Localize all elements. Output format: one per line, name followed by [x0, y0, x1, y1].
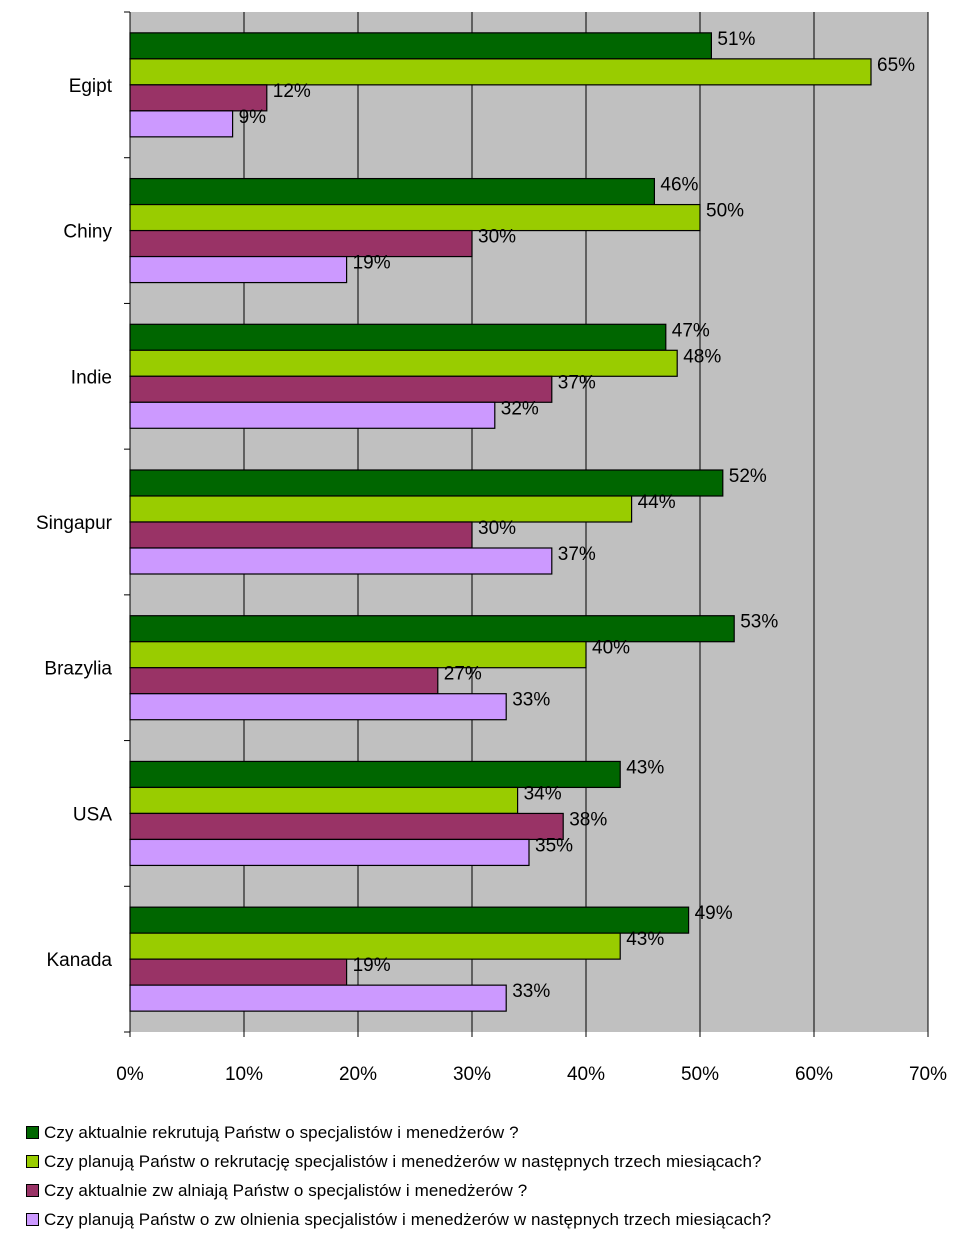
data-label: 30%: [478, 518, 516, 539]
data-label: 51%: [717, 29, 755, 50]
bar: [129, 667, 439, 695]
bar: [129, 255, 348, 284]
bar: [129, 521, 473, 549]
data-label: 38%: [569, 809, 607, 830]
bar: [129, 401, 496, 429]
category-label: Kanada: [46, 950, 112, 971]
legend-item: Czy planują Państw o rekrutację specjali…: [26, 1147, 771, 1176]
data-label: 9%: [239, 107, 267, 128]
data-label: 33%: [512, 690, 550, 711]
legend-swatch: [26, 1213, 39, 1226]
category-label: Chiny: [63, 222, 112, 243]
data-label: 27%: [444, 664, 482, 685]
legend-item: Czy aktualnie rekrutują Państw o specjal…: [26, 1118, 771, 1147]
bar-chart: 0% 10% 20% 30% 40% 50% 60% 70% Egipt Chiny Indie Si…: [36, 11, 947, 1085]
x-tick-label: 40%: [567, 1064, 605, 1085]
x-tick-label: 20%: [339, 1064, 377, 1085]
x-tick-label: 0%: [116, 1064, 144, 1085]
data-label: 33%: [512, 981, 550, 1002]
bar: [129, 349, 678, 377]
chart-legend: Czy aktualnie rekrutują Państw o specjal…: [26, 1118, 771, 1234]
data-label: 52%: [729, 466, 767, 487]
data-label: 65%: [877, 55, 915, 76]
legend-item: Czy planują Państw o zw olnienia specjal…: [26, 1205, 771, 1234]
category-label: Egipt: [69, 76, 113, 97]
bar: [129, 323, 667, 351]
category-label: USA: [73, 804, 112, 825]
bar: [129, 375, 553, 403]
legend-swatch: [26, 1155, 39, 1168]
bar: [129, 177, 656, 206]
bar: [129, 495, 633, 523]
bar: [129, 203, 701, 232]
bar: [129, 786, 519, 815]
bar: [129, 469, 724, 497]
data-label: 37%: [558, 544, 596, 565]
category-label: Singapur: [36, 513, 113, 534]
legend-label: Czy aktualnie zw alniają Państw o specja…: [44, 1180, 528, 1200]
data-label: 32%: [501, 398, 539, 419]
bar: [129, 932, 621, 960]
category-label: Brazylia: [44, 659, 112, 680]
data-label: 30%: [478, 227, 516, 248]
legend-label: Czy aktualnie rekrutują Państw o specjal…: [44, 1122, 519, 1142]
data-label: 40%: [592, 638, 630, 659]
data-label: 47%: [672, 320, 710, 341]
category-label: Indie: [71, 367, 112, 388]
data-label: 19%: [353, 955, 391, 976]
data-label: 50%: [706, 201, 744, 222]
bar: [129, 58, 872, 86]
bar: [129, 906, 690, 934]
x-tick-label: 60%: [795, 1064, 833, 1085]
legend-label: Czy planują Państw o zw olnienia specjal…: [44, 1209, 772, 1229]
bar: [129, 547, 553, 575]
x-tick-label: 30%: [453, 1064, 491, 1085]
bar: [129, 812, 564, 841]
legend-item: Czy aktualnie zw alniają Państw o specja…: [26, 1176, 771, 1205]
data-label: 49%: [695, 903, 733, 924]
x-tick-label: 50%: [681, 1064, 719, 1085]
bar: [129, 229, 473, 258]
bar: [129, 693, 507, 721]
legend-label: Czy planują Państw o rekrutację specjali…: [44, 1151, 762, 1171]
data-label: 53%: [740, 612, 778, 633]
data-label: 34%: [524, 783, 562, 804]
x-tick-label: 10%: [225, 1064, 263, 1085]
bar: [129, 838, 530, 867]
data-label: 43%: [626, 929, 664, 950]
bar: [129, 760, 621, 789]
bar: [129, 615, 735, 643]
data-label: 43%: [626, 757, 664, 778]
x-tick-label: 70%: [909, 1064, 947, 1085]
bar: [129, 32, 713, 60]
bar: [129, 110, 234, 138]
data-label: 19%: [353, 253, 391, 274]
bar: [129, 84, 268, 112]
data-label: 44%: [638, 492, 676, 513]
data-label: 35%: [535, 835, 573, 856]
legend-swatch: [26, 1184, 39, 1197]
legend-swatch: [26, 1126, 39, 1139]
bar: [129, 641, 587, 669]
bar: [129, 984, 507, 1012]
data-label: 46%: [660, 175, 698, 196]
data-label: 37%: [558, 372, 596, 393]
bar: [129, 958, 348, 986]
data-label: 12%: [273, 81, 311, 102]
data-label: 48%: [683, 346, 721, 367]
